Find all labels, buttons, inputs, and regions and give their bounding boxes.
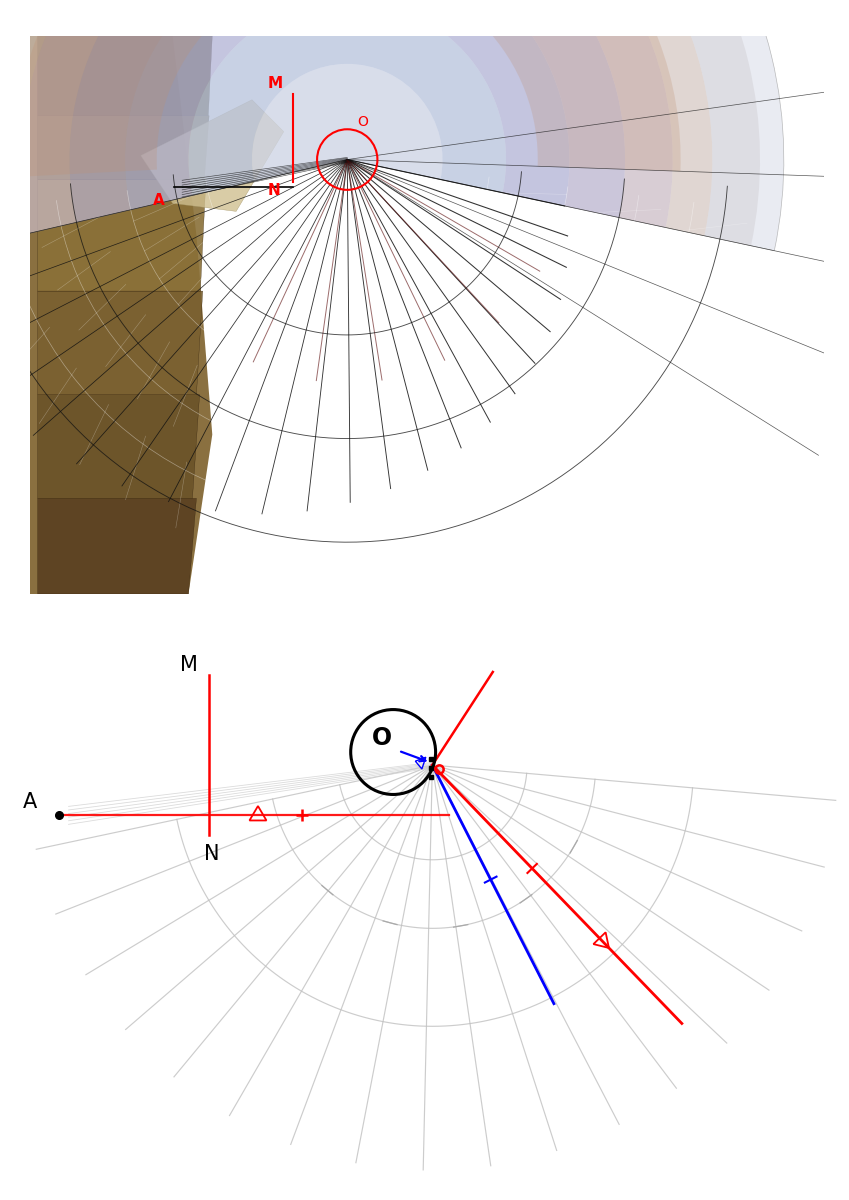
Wedge shape xyxy=(14,0,681,178)
Wedge shape xyxy=(22,0,672,233)
Wedge shape xyxy=(125,0,570,210)
Polygon shape xyxy=(37,36,212,115)
Polygon shape xyxy=(37,180,206,292)
Text: M: M xyxy=(268,76,283,91)
Polygon shape xyxy=(37,115,209,180)
Text: O: O xyxy=(372,726,392,750)
Wedge shape xyxy=(0,0,712,242)
Polygon shape xyxy=(37,292,203,395)
Text: N: N xyxy=(204,844,219,864)
Polygon shape xyxy=(37,395,200,498)
Text: O: O xyxy=(357,115,368,130)
Text: A: A xyxy=(23,792,37,811)
Polygon shape xyxy=(30,36,212,594)
Polygon shape xyxy=(37,498,196,594)
Wedge shape xyxy=(0,0,784,258)
Text: N: N xyxy=(268,184,281,198)
Text: M: M xyxy=(180,655,198,676)
Wedge shape xyxy=(70,0,625,222)
Wedge shape xyxy=(252,64,442,181)
Text: A: A xyxy=(153,193,165,208)
Wedge shape xyxy=(0,0,760,253)
Polygon shape xyxy=(141,100,284,211)
Wedge shape xyxy=(188,0,506,196)
